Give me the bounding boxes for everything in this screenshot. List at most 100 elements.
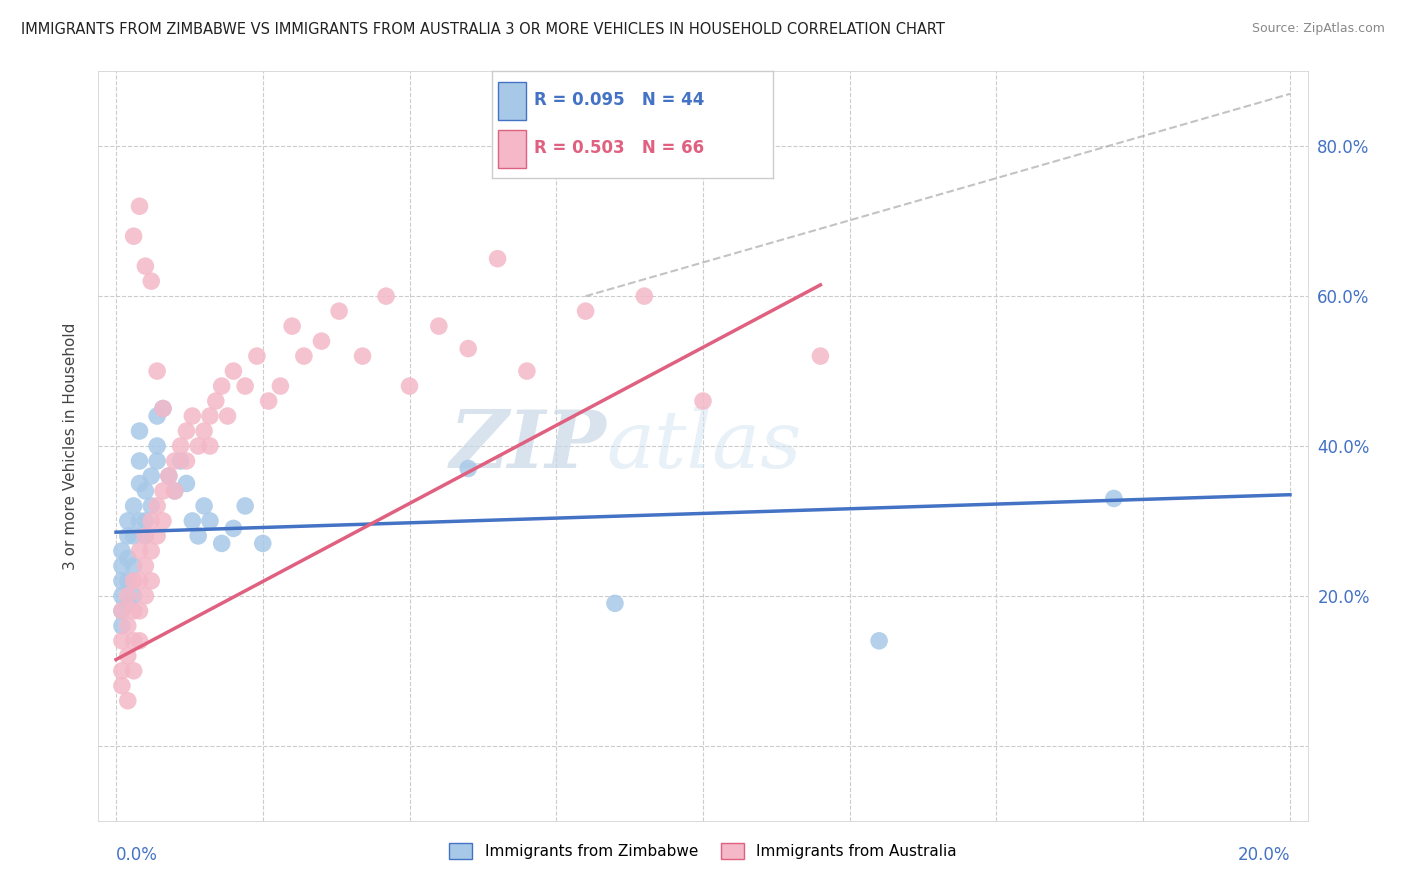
- Point: [427, 319, 450, 334]
- Point: [692, 394, 714, 409]
- Point: [122, 664, 145, 678]
- Point: [808, 349, 831, 363]
- Point: [198, 409, 221, 423]
- Point: [111, 574, 134, 588]
- Point: [246, 349, 269, 363]
- Point: [328, 304, 350, 318]
- Point: [134, 589, 156, 603]
- Point: [1102, 491, 1125, 506]
- Point: [163, 483, 186, 498]
- Point: [111, 558, 134, 573]
- Point: [117, 648, 139, 663]
- Point: [141, 544, 163, 558]
- Point: [157, 469, 180, 483]
- Point: [633, 289, 655, 303]
- Point: [111, 664, 134, 678]
- Point: [169, 439, 191, 453]
- Point: [193, 499, 215, 513]
- Point: [176, 476, 198, 491]
- Point: [146, 454, 169, 468]
- Point: [152, 483, 174, 498]
- Text: atlas: atlas: [606, 408, 801, 484]
- Point: [198, 514, 221, 528]
- Point: [134, 529, 156, 543]
- Point: [211, 379, 233, 393]
- Point: [575, 304, 598, 318]
- Point: [176, 454, 198, 468]
- Point: [122, 574, 145, 588]
- Point: [111, 604, 134, 618]
- Point: [141, 274, 163, 288]
- Point: [117, 514, 139, 528]
- Point: [152, 514, 174, 528]
- Text: R = 0.503   N = 66: R = 0.503 N = 66: [534, 139, 704, 157]
- Point: [117, 589, 139, 603]
- Point: [269, 379, 291, 393]
- Point: [211, 536, 233, 550]
- Point: [187, 439, 209, 453]
- Point: [486, 252, 509, 266]
- Point: [117, 694, 139, 708]
- Point: [122, 229, 145, 244]
- Legend: Immigrants from Zimbabwe, Immigrants from Australia: Immigrants from Zimbabwe, Immigrants fro…: [443, 838, 963, 865]
- Text: ZIP: ZIP: [450, 408, 606, 484]
- Point: [141, 469, 163, 483]
- Point: [111, 619, 134, 633]
- Point: [152, 401, 174, 416]
- Point: [233, 379, 256, 393]
- Bar: [498, 82, 526, 120]
- Point: [176, 424, 198, 438]
- Point: [868, 633, 890, 648]
- Point: [163, 483, 186, 498]
- Point: [187, 529, 209, 543]
- Point: [122, 589, 145, 603]
- Bar: [498, 130, 526, 168]
- Point: [122, 633, 145, 648]
- Point: [117, 551, 139, 566]
- Point: [111, 544, 134, 558]
- Point: [128, 454, 150, 468]
- Point: [157, 469, 180, 483]
- Point: [146, 529, 169, 543]
- Point: [128, 199, 150, 213]
- Point: [128, 476, 150, 491]
- Point: [217, 409, 239, 423]
- Point: [181, 409, 204, 423]
- Point: [141, 499, 163, 513]
- Point: [603, 596, 626, 610]
- Point: [163, 454, 186, 468]
- Point: [134, 514, 156, 528]
- Point: [516, 364, 538, 378]
- Point: [111, 589, 134, 603]
- Point: [146, 409, 169, 423]
- Point: [169, 454, 191, 468]
- Point: [128, 574, 150, 588]
- Y-axis label: 3 or more Vehicles in Household: 3 or more Vehicles in Household: [63, 322, 77, 570]
- Point: [122, 604, 145, 618]
- Point: [111, 633, 134, 648]
- Point: [281, 319, 304, 334]
- Point: [193, 424, 215, 438]
- Point: [134, 558, 156, 573]
- Point: [128, 544, 150, 558]
- Point: [128, 604, 150, 618]
- Point: [134, 529, 156, 543]
- Point: [111, 604, 134, 618]
- Point: [252, 536, 274, 550]
- Point: [128, 514, 150, 528]
- Point: [134, 259, 156, 273]
- Point: [117, 574, 139, 588]
- Point: [222, 521, 245, 535]
- Point: [375, 289, 398, 303]
- Point: [146, 439, 169, 453]
- Point: [128, 633, 150, 648]
- Text: R = 0.095   N = 44: R = 0.095 N = 44: [534, 91, 704, 109]
- Point: [457, 342, 479, 356]
- Point: [128, 424, 150, 438]
- Point: [141, 514, 163, 528]
- Point: [292, 349, 315, 363]
- Text: Source: ZipAtlas.com: Source: ZipAtlas.com: [1251, 22, 1385, 36]
- Text: 0.0%: 0.0%: [117, 846, 157, 863]
- Point: [257, 394, 280, 409]
- Point: [457, 461, 479, 475]
